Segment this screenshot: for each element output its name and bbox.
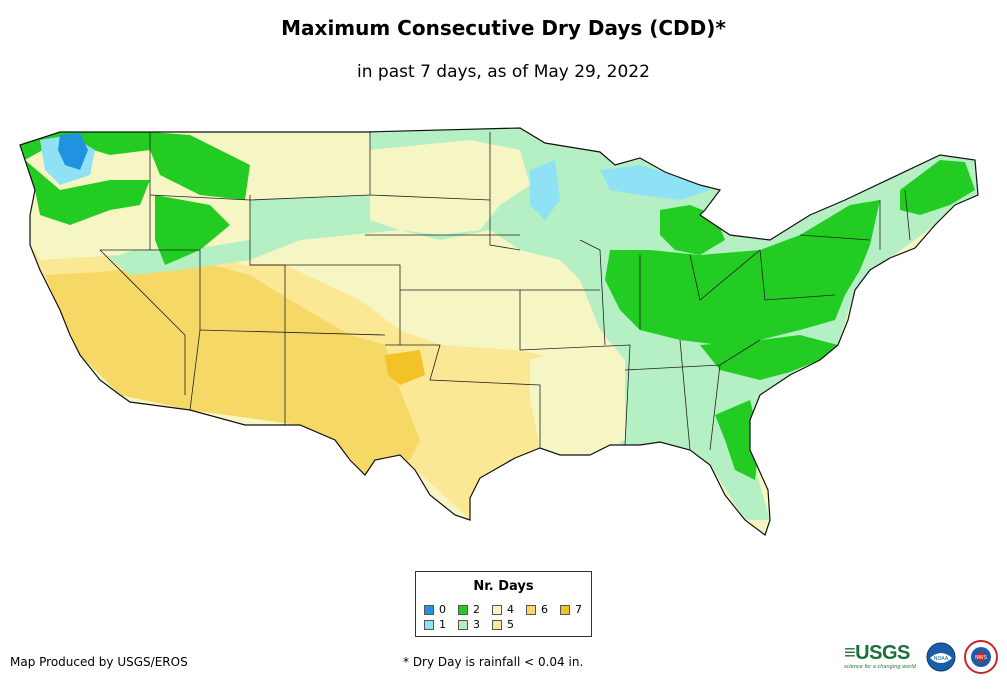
- legend-swatch-3: [458, 619, 468, 630]
- zone-3-days: [100, 128, 978, 520]
- zone-2-days-new-england: [900, 160, 975, 215]
- legend-label-3: 3: [473, 618, 480, 631]
- nws-logo-text: NWS: [975, 655, 987, 661]
- legend-title: Nr. Days: [473, 579, 534, 594]
- zone-2-days-idaho: [155, 195, 230, 265]
- legend-swatch-6: [526, 604, 536, 615]
- zone-1-day-minnesota: [530, 160, 560, 220]
- us-outline: [19, 127, 979, 536]
- legend-label-0: 0: [439, 603, 446, 616]
- legend-label-5: 5: [507, 618, 514, 631]
- map-title: Maximum Consecutive Dry Days (CDD)*: [281, 16, 726, 40]
- legend-item-7: 7: [560, 603, 582, 616]
- zone-0-days-washington: [58, 133, 88, 170]
- zone-2-days-carolinas: [700, 335, 838, 380]
- noaa-logo: NOAA: [926, 642, 956, 672]
- legend-label-2: 2: [473, 603, 480, 616]
- usgs-logo: ≡USGS science for a changing world: [844, 642, 918, 672]
- zone-7-days-texas: [385, 350, 425, 385]
- legend-label-6: 6: [541, 603, 548, 616]
- legend-item-4: 4: [492, 603, 514, 616]
- legend-swatch-2: [458, 604, 468, 615]
- legend-label-1: 1: [439, 618, 446, 631]
- legend-swatch-7: [560, 604, 570, 615]
- zone-4-days-west: [30, 215, 160, 260]
- usgs-logo-text: USGS: [855, 642, 910, 664]
- zone-1-day-great-lakes: [600, 165, 710, 200]
- nws-logo: NWS: [964, 640, 998, 674]
- legend-swatch-5: [492, 619, 502, 630]
- legend-swatch-1: [424, 619, 434, 630]
- noaa-logo-text: NOAA: [934, 656, 949, 662]
- legend-swatch-0: [424, 604, 434, 615]
- zone-4-days-south: [530, 340, 625, 455]
- legend-item-6: 6: [526, 603, 548, 616]
- state-boundaries: [99, 132, 911, 451]
- usgs-logo-icon: ≡: [844, 642, 856, 664]
- zone-6-days-southwest: [45, 262, 420, 475]
- legend-swatch-4: [492, 604, 502, 615]
- dry-day-footnote: * Dry Day is rainfall < 0.04 in.: [403, 655, 584, 669]
- legend-label-4: 4: [507, 603, 514, 616]
- legend-item-0: 0: [424, 603, 446, 616]
- legend-item-2: 2: [458, 603, 480, 616]
- legend-item-1: 1: [424, 618, 446, 631]
- legend: Nr. Days 0 1 2 3 4 5 6 7: [415, 571, 592, 637]
- zone-2-days-northwest: [20, 132, 250, 225]
- zone-2-days-ohio-valley: [605, 200, 880, 345]
- usgs-tagline: science for a changing world: [844, 664, 916, 670]
- legend-item-3: 3: [458, 618, 480, 631]
- map-subtitle: in past 7 days, as of May 29, 2022: [357, 62, 650, 82]
- us-dry-days-map: [19, 127, 979, 536]
- legend-item-5: 5: [492, 618, 514, 631]
- map-credit: Map Produced by USGS/EROS: [10, 655, 188, 669]
- zone-2-days-georgia: [715, 400, 760, 480]
- legend-label-7: 7: [575, 603, 582, 616]
